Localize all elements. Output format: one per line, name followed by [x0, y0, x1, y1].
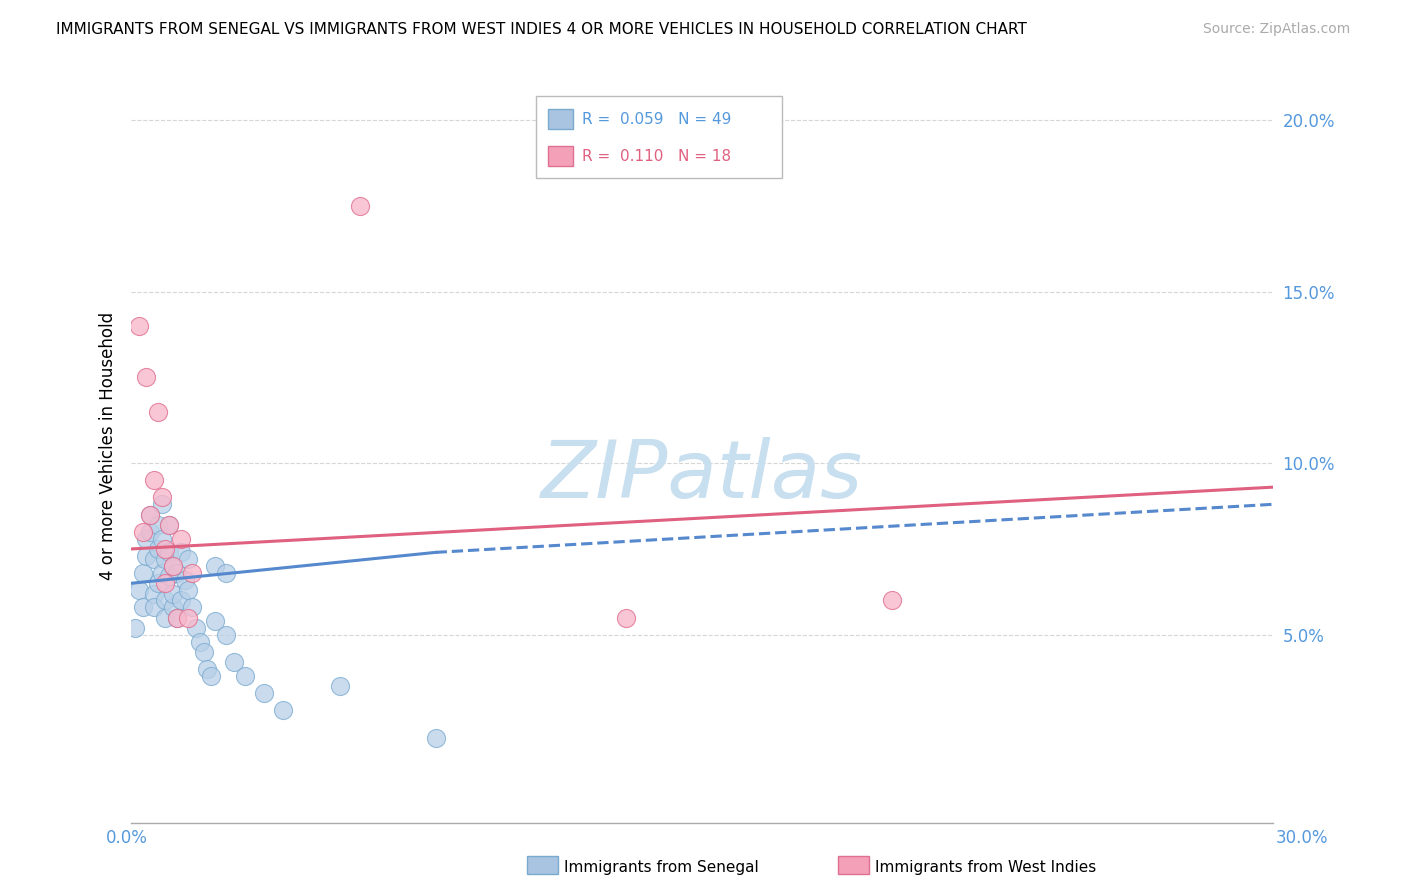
Point — [155, 576, 177, 591]
Point — [166, 566, 188, 580]
Point — [349, 199, 371, 213]
Point — [139, 508, 162, 522]
Point — [139, 508, 162, 522]
Point — [157, 517, 180, 532]
Point — [204, 559, 226, 574]
Point — [166, 610, 188, 624]
Point — [135, 532, 157, 546]
Point — [135, 549, 157, 563]
Point — [124, 621, 146, 635]
Bar — [548, 110, 572, 129]
Point — [215, 628, 238, 642]
Bar — [548, 146, 572, 166]
Point — [170, 593, 193, 607]
Point — [146, 576, 169, 591]
Point — [177, 552, 200, 566]
Point — [177, 610, 200, 624]
Point — [162, 586, 184, 600]
Point — [150, 532, 173, 546]
Point — [143, 600, 166, 615]
Point — [150, 566, 173, 580]
Text: R =  0.059   N = 49: R = 0.059 N = 49 — [582, 112, 731, 127]
Text: 30.0%: 30.0% — [1277, 829, 1329, 847]
Point — [155, 593, 177, 607]
Point — [200, 669, 222, 683]
Point — [195, 662, 218, 676]
Point — [193, 645, 215, 659]
Text: ZIPatlas: ZIPatlas — [541, 437, 863, 516]
Point — [150, 497, 173, 511]
Point — [170, 545, 193, 559]
Point — [215, 566, 238, 580]
Point — [143, 473, 166, 487]
FancyBboxPatch shape — [537, 96, 782, 178]
Point — [157, 517, 180, 532]
Point — [135, 370, 157, 384]
Point — [157, 545, 180, 559]
Point — [425, 731, 447, 745]
Point — [235, 669, 257, 683]
Point — [222, 655, 245, 669]
Point — [181, 566, 204, 580]
Point — [162, 559, 184, 574]
Point — [146, 517, 169, 532]
Text: IMMIGRANTS FROM SENEGAL VS IMMIGRANTS FROM WEST INDIES 4 OR MORE VEHICLES IN HOU: IMMIGRANTS FROM SENEGAL VS IMMIGRANTS FR… — [56, 22, 1028, 37]
Point — [155, 541, 177, 556]
Point — [131, 600, 153, 615]
Point — [128, 318, 150, 333]
Point — [128, 583, 150, 598]
Point — [150, 491, 173, 505]
Point — [166, 610, 188, 624]
Point — [146, 541, 169, 556]
Point — [329, 679, 352, 693]
Point — [131, 524, 153, 539]
Point — [273, 703, 295, 717]
Text: R =  0.110   N = 18: R = 0.110 N = 18 — [582, 149, 731, 163]
Point — [139, 524, 162, 539]
Point — [155, 610, 177, 624]
Y-axis label: 4 or more Vehicles in Household: 4 or more Vehicles in Household — [100, 312, 117, 580]
Text: Source: ZipAtlas.com: Source: ZipAtlas.com — [1202, 22, 1350, 37]
Point — [184, 621, 207, 635]
Point — [131, 566, 153, 580]
Point — [188, 634, 211, 648]
Text: Immigrants from Senegal: Immigrants from Senegal — [564, 860, 759, 874]
Point — [177, 583, 200, 598]
Point — [162, 559, 184, 574]
Point — [143, 552, 166, 566]
Point — [157, 569, 180, 583]
Text: 0.0%: 0.0% — [105, 829, 148, 847]
Text: Immigrants from West Indies: Immigrants from West Indies — [875, 860, 1095, 874]
Point — [146, 405, 169, 419]
Point — [204, 614, 226, 628]
Point — [170, 532, 193, 546]
Point — [882, 593, 904, 607]
Point — [162, 600, 184, 615]
Point — [181, 600, 204, 615]
Point — [143, 586, 166, 600]
Point — [614, 610, 637, 624]
Point — [173, 573, 195, 587]
Point — [253, 686, 276, 700]
Point — [155, 552, 177, 566]
